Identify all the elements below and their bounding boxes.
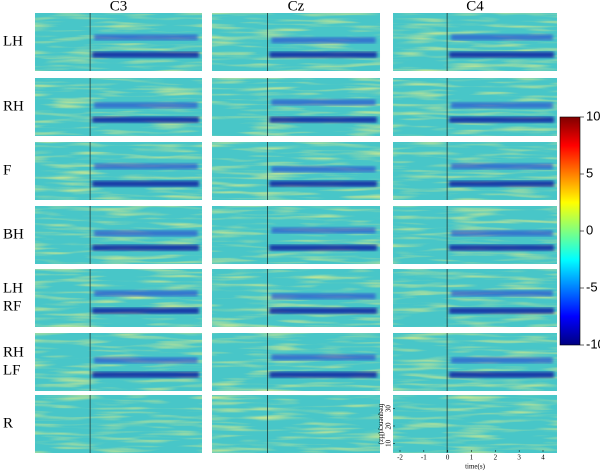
tf-texture bbox=[35, 395, 202, 453]
desync-band bbox=[271, 227, 376, 234]
desync-band bbox=[269, 244, 377, 251]
desync-band bbox=[92, 180, 199, 187]
desync-band bbox=[92, 371, 199, 378]
tf-texture bbox=[393, 142, 557, 200]
desync-band bbox=[449, 244, 555, 251]
colorbar-tick-label: 5 bbox=[586, 165, 593, 180]
tf-texture bbox=[393, 269, 557, 327]
row-label: RF bbox=[3, 298, 21, 314]
desync-band bbox=[269, 116, 377, 123]
colorbar-tick-label: -10 bbox=[586, 336, 600, 351]
column-label: C3 bbox=[110, 0, 128, 14]
x-tick-label: 4 bbox=[541, 454, 545, 462]
x-tick-label: -2 bbox=[397, 454, 403, 462]
desync-band bbox=[449, 51, 555, 58]
y-tick-label: 10 bbox=[385, 439, 393, 447]
desync-band bbox=[449, 180, 555, 187]
desync-band bbox=[451, 357, 553, 364]
desync-band bbox=[92, 51, 199, 58]
desync-band bbox=[269, 307, 377, 314]
panels bbox=[35, 13, 557, 453]
column-label: C4 bbox=[466, 0, 484, 14]
desync-band bbox=[451, 34, 553, 41]
desync-band bbox=[451, 102, 553, 109]
y-axis-label: frequency(Hz) bbox=[377, 404, 385, 445]
tf-texture bbox=[35, 269, 202, 327]
row-label: LH bbox=[3, 33, 23, 49]
desync-band bbox=[269, 51, 377, 58]
desync-band bbox=[94, 290, 198, 297]
tf-texture bbox=[212, 78, 380, 136]
desync-band bbox=[94, 163, 198, 170]
desync-band bbox=[94, 357, 198, 364]
colorbar bbox=[559, 116, 581, 346]
x-tick-label: -1 bbox=[421, 454, 427, 462]
column-label: Cz bbox=[288, 0, 305, 14]
row-label: LH bbox=[3, 280, 23, 296]
tf-texture bbox=[212, 395, 380, 453]
desync-band bbox=[271, 293, 376, 300]
desync-band bbox=[92, 244, 199, 251]
row-label: RH bbox=[3, 344, 24, 360]
desync-band bbox=[94, 230, 198, 237]
desync-band bbox=[271, 37, 376, 44]
desync-band bbox=[92, 307, 199, 314]
tf-texture bbox=[35, 13, 202, 71]
colorbar-tick-label: -5 bbox=[586, 279, 598, 294]
desync-band bbox=[271, 99, 376, 106]
y-tick-label: 20 bbox=[385, 422, 393, 430]
tf-texture bbox=[212, 206, 380, 264]
desync-band bbox=[94, 34, 198, 41]
desync-band bbox=[451, 230, 553, 237]
desync-band bbox=[449, 371, 555, 378]
desync-band bbox=[449, 116, 555, 123]
desync-band bbox=[271, 166, 376, 173]
row-label: R bbox=[3, 415, 13, 431]
row-label: LF bbox=[3, 362, 21, 378]
desync-band bbox=[92, 116, 199, 123]
row-label: BH bbox=[3, 226, 24, 242]
tf-texture bbox=[212, 333, 380, 391]
x-tick-label: 3 bbox=[517, 454, 521, 462]
tf-texture bbox=[393, 395, 557, 453]
desync-band bbox=[271, 354, 376, 361]
desync-band bbox=[94, 102, 198, 109]
x-tick-label: 1 bbox=[470, 454, 474, 462]
colorbar-tick-label: 10 bbox=[586, 108, 600, 123]
y-tick-label: 30 bbox=[385, 405, 393, 413]
colorbar-tick-label: 0 bbox=[586, 222, 593, 237]
tf-texture bbox=[393, 13, 557, 71]
row-label: RH bbox=[3, 98, 24, 114]
desync-band bbox=[451, 163, 553, 170]
x-tick-label: 0 bbox=[446, 454, 450, 462]
row-label: F bbox=[3, 162, 11, 178]
desync-band bbox=[269, 371, 377, 378]
x-axis-label: time(s) bbox=[465, 463, 485, 471]
x-tick-label: 2 bbox=[494, 454, 498, 462]
tf-texture bbox=[35, 142, 202, 200]
desync-band bbox=[269, 180, 377, 187]
desync-band bbox=[449, 307, 555, 314]
desync-band bbox=[451, 290, 553, 297]
